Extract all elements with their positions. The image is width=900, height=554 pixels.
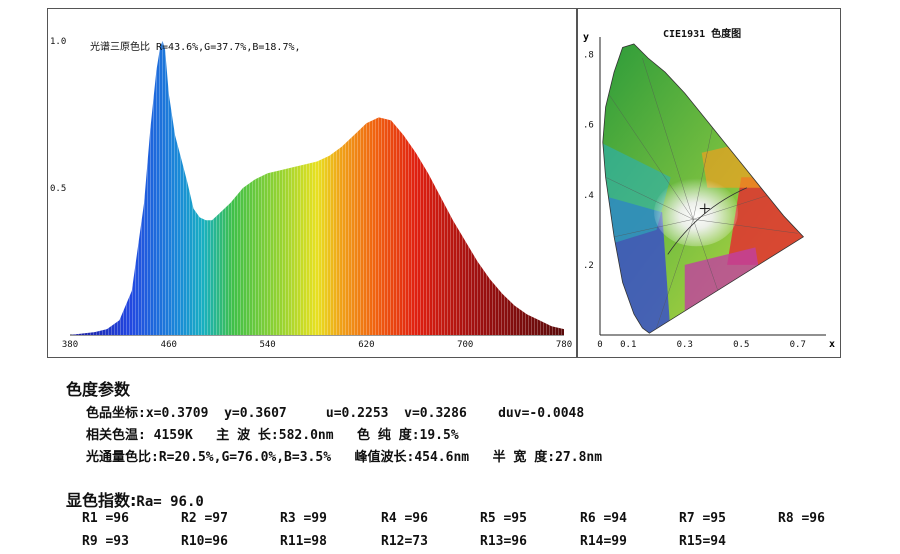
cri-item: R3 =99 [280,511,327,526]
cie-y-tick: .6 [583,121,594,131]
cri-item: R6 =94 [580,511,627,526]
chromaticity-point [699,203,710,214]
cie-x-label: x [829,339,835,350]
cri-item: R15=94 [679,534,726,549]
cie-y-tick: .2 [583,261,594,271]
cri-item: R5 =95 [480,511,527,526]
spectrum-chart: 380 460 540 620 700 780 1.0 0.5 光谱三原色比 R=43.6%,… [50,37,572,350]
cri-item: R8 =96 [778,511,825,526]
cri-title: 显色指数:Ra= 96.0 [66,487,204,511]
cie-x-tick: 0.7 [790,340,806,350]
y-value: y=0.3607 [224,406,287,421]
purity-label: 色 纯 度: [357,428,420,443]
spectrum-x-tick: 780 [556,340,572,350]
spectrum-y-tick: 1.0 [50,37,66,47]
cri-item: R10=96 [181,534,228,549]
cie-y-tick: .8 [583,51,594,61]
cri-item: R12=73 [381,534,428,549]
x-value: x=0.3709 [145,406,209,421]
spectrum-x-tick: 620 [358,340,374,350]
cie-x-tick: 0.3 [677,340,693,350]
cct-label: 相关色温: [86,428,146,443]
duv-value: duv=-0.0048 [498,406,585,421]
spectrum-x-tick: 460 [161,340,177,350]
spectrum-x-tick: 380 [62,340,78,350]
fwhm-label: 半 宽 度: [492,450,556,465]
cct-value: 4159K [153,428,193,443]
coords-line: 色品坐标:x=0.3709 y=0.3607 u=0.2253 v=0.3286… [86,402,584,421]
spectrum-chart-panel: 380 460 540 620 700 780 1.0 0.5 光谱三原色比 R=43.6%,… [47,8,577,358]
lum-ratio-label: 光通量色比: [86,450,159,465]
dominant-value: 582.0nm [278,428,334,443]
spectrum-x-tick: 700 [457,340,473,350]
v-value: v=0.3286 [404,406,467,421]
cie-y-label: y [583,32,589,43]
cie-chart: CIE1931 色度图 y x 0 0.1 0.3 0.5 0.7 .8 .6 .4 .2 [583,27,835,350]
cie-x-tick: 0.5 [733,340,749,350]
cie-x-tick: 0.1 [620,340,636,350]
lum-line: 光通量色比:R=20.5%,G=76.0%,B=3.5% 峰值波长:454.6n… [86,446,602,465]
cct-line: 相关色温: 4159K 主 波 长:582.0nm 色 纯 度:19.5% [86,424,459,443]
spectrum-title: 光谱三原色比 R=43.6%,G=37.7%,B=18.7%, [90,40,301,53]
u-value: u=0.2253 [325,406,389,421]
dominant-label: 主 波 长: [216,428,279,443]
cie-x-tick: 0 [597,340,602,350]
cri-item: R13=96 [480,534,527,549]
peak-label: 峰值波长: [354,450,415,465]
peak-value: 454.6nm [414,450,470,465]
cri-item: R1 =96 [82,511,129,526]
lum-ratio-value: R=20.5%,G=76.0%,B=3.5% [158,450,332,465]
spectrum-x-tick: 540 [259,340,275,350]
cie-chart-panel: CIE1931 色度图 y x 0 0.1 0.3 0.5 0.7 .8 .6 .4 .2 [577,8,841,358]
cri-item: R9 =93 [82,534,129,549]
coords-label: 色品坐标: [86,406,146,421]
cie-y-tick: .4 [583,191,594,201]
purity-value: 19.5% [419,428,459,443]
spectrum-y-tick: 0.5 [50,184,66,194]
cri-item: R2 =97 [181,511,228,526]
fwhm-value: 27.8nm [555,450,603,465]
ra-value: Ra= 96.0 [136,494,204,510]
cie-title: CIE1931 色度图 [663,27,741,40]
cri-title-label: 显色指数: [66,491,137,510]
cri-item: R7 =95 [679,511,726,526]
cri-item: R14=99 [580,534,627,549]
colorimetry-title: 色度参数 [66,380,131,399]
cri-item: R4 =96 [381,511,428,526]
cri-item: R11=98 [280,534,327,549]
